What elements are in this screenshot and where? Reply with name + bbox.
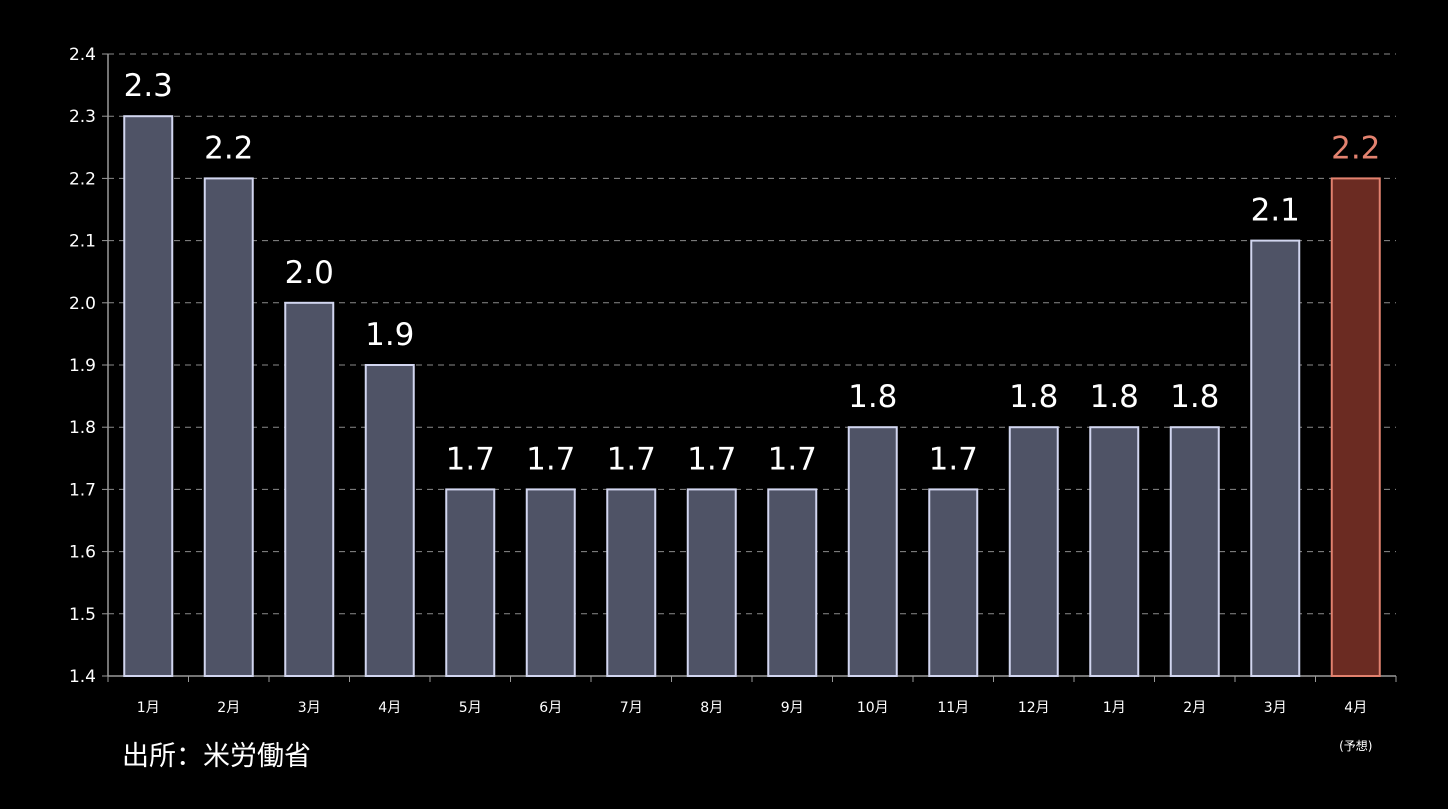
- bar-forecast: [1330, 177, 1381, 677]
- bar: [203, 177, 254, 677]
- bar: [284, 301, 335, 677]
- y-tick-label: 1.6: [69, 543, 96, 563]
- x-tick-label: 3月: [1264, 700, 1287, 716]
- x-tick-label: 4月: [1344, 700, 1367, 716]
- bars: [123, 115, 1381, 678]
- data-label: 1.7: [768, 441, 817, 477]
- data-label: 1.7: [929, 441, 978, 477]
- y-tick-label: 1.7: [69, 480, 96, 500]
- y-tick-label: 2.3: [69, 107, 96, 127]
- bar: [686, 488, 737, 677]
- x-tick-label: 2月: [217, 700, 240, 716]
- data-label: 1.8: [1170, 379, 1219, 415]
- y-tick-label: 2.1: [69, 232, 96, 252]
- data-label: 2.0: [285, 255, 334, 291]
- x-tick-label: 7月: [620, 700, 643, 716]
- x-tick-label: 1月: [1103, 700, 1126, 716]
- data-label: 1.7: [526, 441, 575, 477]
- bar: [1250, 239, 1301, 677]
- data-label: 1.7: [687, 441, 736, 477]
- bar: [606, 488, 657, 677]
- x-tick-label: 8月: [700, 700, 723, 716]
- y-tick-label: 1.8: [69, 418, 96, 438]
- x-tick-label: 9月: [781, 700, 804, 716]
- x-tick-labels: 1月 2月 3月 4月 5月 6月 7月 8月 9月 10月 11月 12月 1月 2月 3月 4月 (予想): [137, 700, 1373, 753]
- data-label: 2.1: [1251, 193, 1300, 229]
- y-tick-labels: 1.4 1.5 1.6 1.7 1.8 1.9 2.0 2.1 2.2 2.3 2.4: [69, 45, 96, 687]
- bar: [364, 364, 415, 677]
- y-tick-label: 1.5: [69, 605, 96, 625]
- bar: [1169, 426, 1220, 678]
- x-tick-label: 5月: [459, 700, 482, 716]
- data-label: 1.8: [848, 379, 897, 415]
- x-tick-note: (予想): [1339, 738, 1372, 753]
- data-label: 1.7: [607, 441, 656, 477]
- x-tick-label: 6月: [539, 700, 562, 716]
- bar: [123, 115, 174, 677]
- bar: [1008, 426, 1059, 678]
- x-tick-label: 4月: [378, 700, 401, 716]
- source-note: 出所：米労働省: [122, 741, 311, 772]
- x-tick-label: 10月: [857, 700, 889, 716]
- x-tick-label: 11月: [937, 700, 969, 716]
- data-label: 1.9: [365, 317, 414, 353]
- data-label: 2.3: [124, 68, 173, 104]
- x-tick-label: 2月: [1183, 700, 1206, 716]
- x-tick-label: 1月: [137, 700, 160, 716]
- data-label: 1.8: [1009, 379, 1058, 415]
- bar: [445, 488, 496, 677]
- data-label: 2.2: [204, 130, 253, 166]
- y-tick-label: 2.4: [69, 45, 96, 65]
- x-tick-label: 12月: [1018, 700, 1050, 716]
- y-tick-label: 2.0: [69, 294, 96, 314]
- y-tick-label: 1.4: [69, 667, 96, 687]
- x-tick-label: 3月: [298, 700, 321, 716]
- y-tick-label: 2.2: [69, 169, 96, 189]
- bar: [847, 426, 898, 678]
- data-labels: 2.3 2.2 2.0 1.9 1.7 1.7 1.7 1.7 1.7 1.8 1.7 1.8 1.8 1…: [124, 68, 1381, 477]
- data-label: 1.8: [1090, 379, 1139, 415]
- bar: [928, 488, 979, 677]
- data-label: 1.7: [446, 441, 495, 477]
- bar: [767, 488, 818, 677]
- data-label: 2.2: [1331, 130, 1380, 166]
- bar: [1089, 426, 1140, 678]
- bar: [525, 488, 576, 677]
- y-tick-label: 1.9: [69, 356, 96, 376]
